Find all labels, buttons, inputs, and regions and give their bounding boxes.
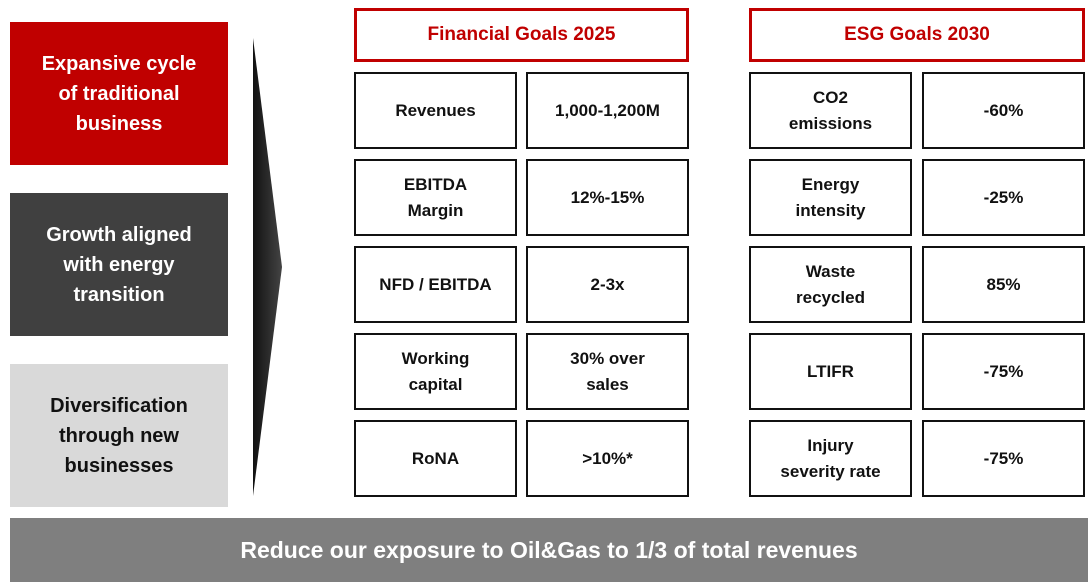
goals-header: Financial Goals 2025 — [354, 8, 689, 62]
goal-label: Injury severity rate — [749, 420, 912, 497]
goal-value: 85% — [922, 246, 1085, 323]
goal-value: 1,000-1,200M — [526, 72, 689, 149]
goal-label: Waste recycled — [749, 246, 912, 323]
goal-label: CO2 emissions — [749, 72, 912, 149]
goal-label: LTIFR — [749, 333, 912, 410]
goal-label: Energy intensity — [749, 159, 912, 236]
goal-value: 30% over sales — [526, 333, 689, 410]
footer-banner: Reduce our exposure to Oil&Gas to 1/3 of… — [10, 518, 1088, 582]
goal-value: -60% — [922, 72, 1085, 149]
goal-label: RoNA — [354, 420, 517, 497]
goal-label: EBITDA Margin — [354, 159, 517, 236]
goals-header: ESG Goals 2030 — [749, 8, 1085, 62]
pillar-box: Diversification through new businesses — [10, 364, 228, 507]
goal-value: -75% — [922, 333, 1085, 410]
goal-value: -75% — [922, 420, 1085, 497]
goal-label: Revenues — [354, 72, 517, 149]
pillar-box: Expansive cycle of traditional business — [10, 22, 228, 165]
goal-value: -25% — [922, 159, 1085, 236]
pillar-box: Growth aligned with energy transition — [10, 193, 228, 336]
goal-label: Working capital — [354, 333, 517, 410]
goal-value: 12%-15% — [526, 159, 689, 236]
goal-value: >10%* — [526, 420, 689, 497]
arrow — [253, 38, 282, 496]
goal-value: 2-3x — [526, 246, 689, 323]
goal-label: NFD / EBITDA — [354, 246, 517, 323]
